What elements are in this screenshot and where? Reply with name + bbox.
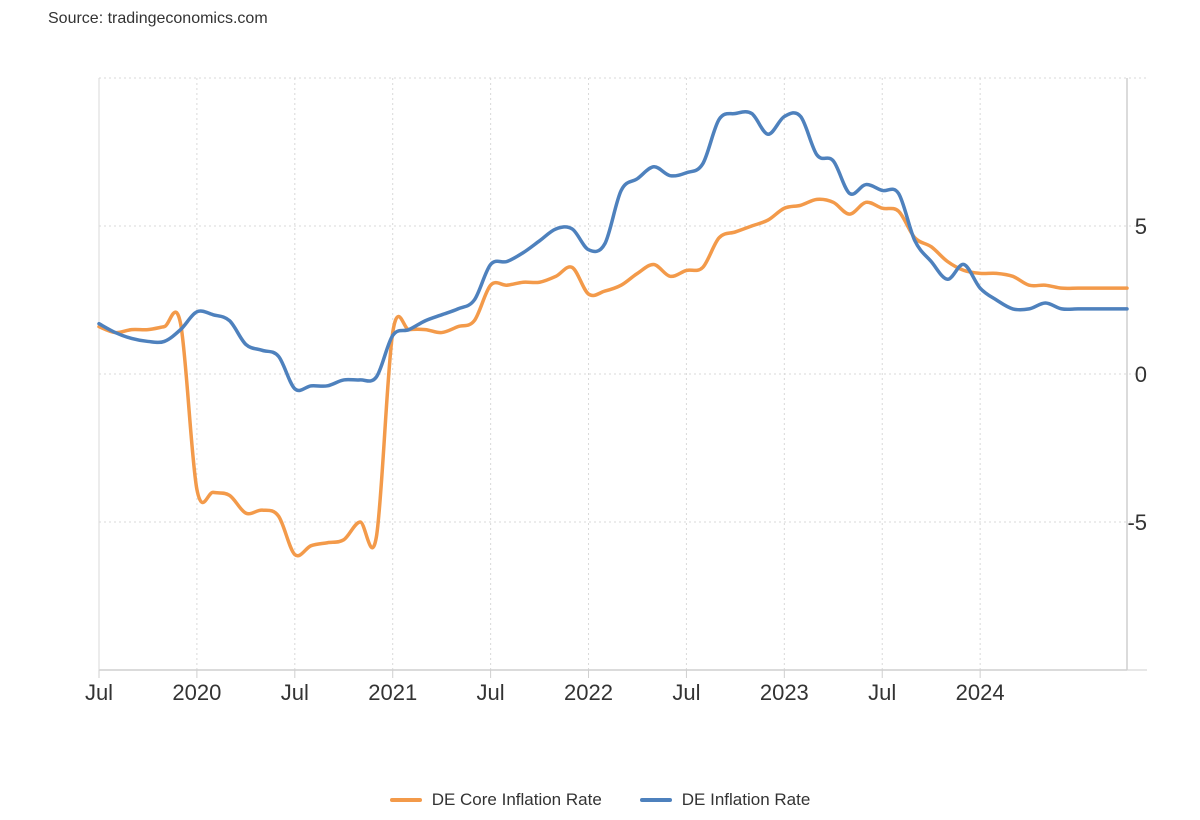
y-tick-label: 0 — [1135, 362, 1147, 387]
x-tick-label: 2022 — [564, 680, 613, 705]
y-tick-label: 5 — [1135, 214, 1147, 239]
series-lines — [97, 109, 1129, 558]
x-tick-label: Jul — [281, 680, 309, 705]
legend-label-core: DE Core Inflation Rate — [431, 790, 602, 809]
x-tick-label: Jul — [672, 680, 700, 705]
x-tick-label: Jul — [868, 680, 896, 705]
line-chart: 5 0 -5 Jul 2020 Jul 2021 Jul 2022 Jul 2023 Jul 2024 — [85, 77, 1147, 705]
x-tick-label: 2020 — [172, 680, 221, 705]
x-tick-label: 2024 — [956, 680, 1005, 705]
legend-item-headline[interactable]: DE Inflation Rate — [639, 790, 811, 810]
y-tick-label: -5 — [1127, 510, 1147, 535]
legend-label-headline: DE Inflation Rate — [681, 790, 811, 809]
legend-item-core[interactable]: DE Core Inflation Rate — [389, 790, 602, 810]
legend-swatch-core — [389, 798, 422, 802]
grid-lines — [98, 77, 1147, 670]
x-tick-label: Jul — [477, 680, 505, 705]
series-line-inflation — [97, 109, 1129, 393]
legend-swatch-headline — [639, 798, 672, 802]
source-text: Source: tradingeconomics.com — [48, 10, 268, 27]
tick-labels: 5 0 -5 Jul 2020 Jul 2021 Jul 2022 Jul 2023 Jul 2024 — [85, 214, 1147, 705]
x-tick-label: 2021 — [368, 680, 417, 705]
axes — [98, 78, 1147, 678]
x-tick-label: 2023 — [760, 680, 809, 705]
x-tick-label: Jul — [85, 680, 113, 705]
series-line-core-inflation — [97, 197, 1129, 558]
legend: DE Core Inflation Rate DE Inflation Rate — [0, 790, 1200, 810]
